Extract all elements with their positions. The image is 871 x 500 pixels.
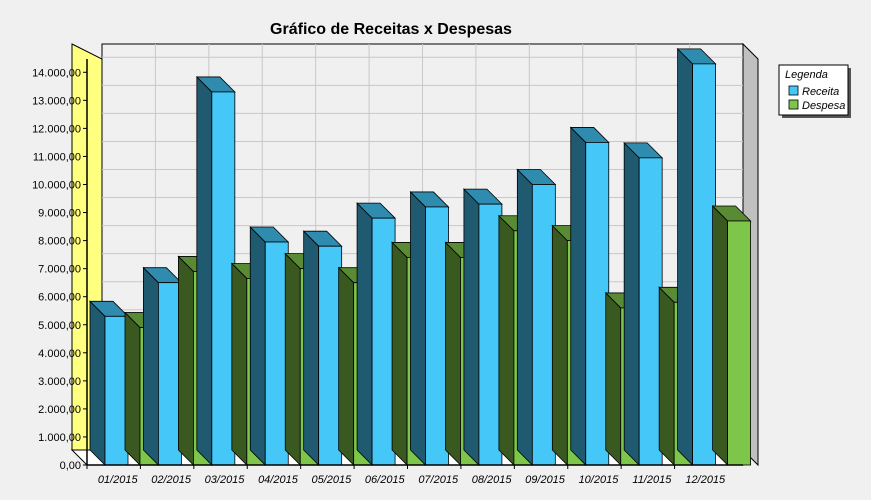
bar-receita-8 [462,188,503,466]
bar-receita-7 [409,190,450,466]
legend-title: Legenda [785,69,828,81]
y-tick-label: 3.000,00 [38,376,81,388]
x-tick-label: 04/2015 [258,474,299,486]
bar-receita-4-side [249,226,266,466]
x-tick-label: 06/2015 [365,474,406,486]
y-tick-label: 7.000,00 [38,264,81,276]
bar-receita-9-front [531,184,556,466]
bar-despesa-2-side [178,255,194,466]
bar-receita-11-side [623,141,640,466]
bar-receita-1-side [89,300,106,466]
y-tick-label: 6.000,00 [38,292,81,304]
bar-despesa-12-side [712,204,728,466]
bar-despesa-6-side [391,241,408,466]
y-axis: 0,00 1.000,00 2.000,00 3.000,00 4.000,00 5.00… [32,59,88,472]
bar-despesa-3-side [231,262,248,466]
legend: Legenda Receita Despesa [778,64,851,118]
bar-receita-3-side [196,75,213,466]
bar-receita-12-front [692,63,716,466]
bar-receita-2 [142,266,183,466]
x-axis: 01/2015 02/2015 03/2015 04/2015 05/2015 06/20… [86,464,743,486]
y-tick-label: 12.000,00 [32,123,81,135]
y-tick-label: 5.000,00 [38,320,81,332]
y-tick-label: 1.000,00 [38,432,81,444]
bar-receita-7-side [410,190,426,466]
bar-receita-6-side [356,202,373,466]
bar-receita-12 [676,47,717,466]
bar-receita-6 [356,202,397,466]
bar-receita-2-side [143,266,159,466]
bar-receita-10 [569,126,610,466]
y-tick-label: 11.000,00 [33,151,81,163]
x-tick-label: 07/2015 [418,474,459,486]
bar-receita-10-front [585,142,610,466]
bar-receita-6-front [371,217,396,466]
bar-receita-9-side [516,168,533,466]
bar-receita-4 [249,226,290,466]
bar-despesa-12 [711,204,752,466]
bar-despesa-4-side [284,252,301,466]
y-tick-label: 13.000,00 [32,95,81,107]
bar-receita-12-side [677,47,693,466]
y-tick-label: 4.000,00 [38,348,81,360]
x-tick-label: 09/2015 [525,474,566,486]
y-tick-label: 9.000,00 [38,208,81,220]
bar-despesa-9-side [551,224,568,466]
x-tick-label: 01/2015 [98,474,139,486]
bar-despesa-10-side [605,291,622,466]
legend-swatch-receita [788,85,799,96]
y-tick-label: 10.000,00 [32,180,81,192]
bar-receita-1-front [104,315,129,466]
y-tick-label: 0,00 [60,460,81,472]
bar-receita-3-front [211,91,236,466]
bar-receita-7-front [425,206,449,466]
bar-receita-4-front [264,241,289,466]
bar-receita-5-side [303,230,320,466]
x-tick-label: 10/2015 [579,474,620,486]
y-tick-label: 8.000,00 [38,236,81,248]
x-tick-label: 11/2015 [632,474,672,486]
bar-receita-9 [516,168,557,466]
legend-label-receita: Receita [802,86,839,98]
bar-receita-11-front [638,157,663,466]
y-tick-label: 14.000,00 [32,67,81,79]
bar-despesa-5-side [338,266,355,466]
x-tick-label: 05/2015 [311,474,352,486]
x-tick-label: 02/2015 [151,474,192,486]
x-tick-label: 03/2015 [205,474,246,486]
bar-receita-5 [302,230,343,466]
bar-despesa-1-side [124,311,141,466]
bar-receita-3 [195,75,236,466]
bar-receita-8-side [463,188,480,466]
bar-despesa-7-side [445,241,461,466]
bar-receita-1 [89,300,129,466]
y-tick-label: 2.000,00 [38,404,81,416]
x-tick-label: 08/2015 [472,474,513,486]
legend-label-despesa: Despesa [802,100,845,112]
bar-receita-10-side [570,126,587,466]
bar-despesa-11-side [658,286,675,466]
bar-despesa-12-front [727,220,751,466]
bar-receita-2-front [158,282,182,466]
bar-receita-8-front [478,203,503,466]
legend-swatch-despesa [788,99,799,110]
bar-despesa-8-side [498,214,515,466]
x-tick-label: 12/2015 [685,474,726,486]
bar-receita-11 [623,141,664,466]
chart-title: Gráfico de Receitas x Despesas [270,21,512,38]
bar-receita-5-front [318,245,343,466]
